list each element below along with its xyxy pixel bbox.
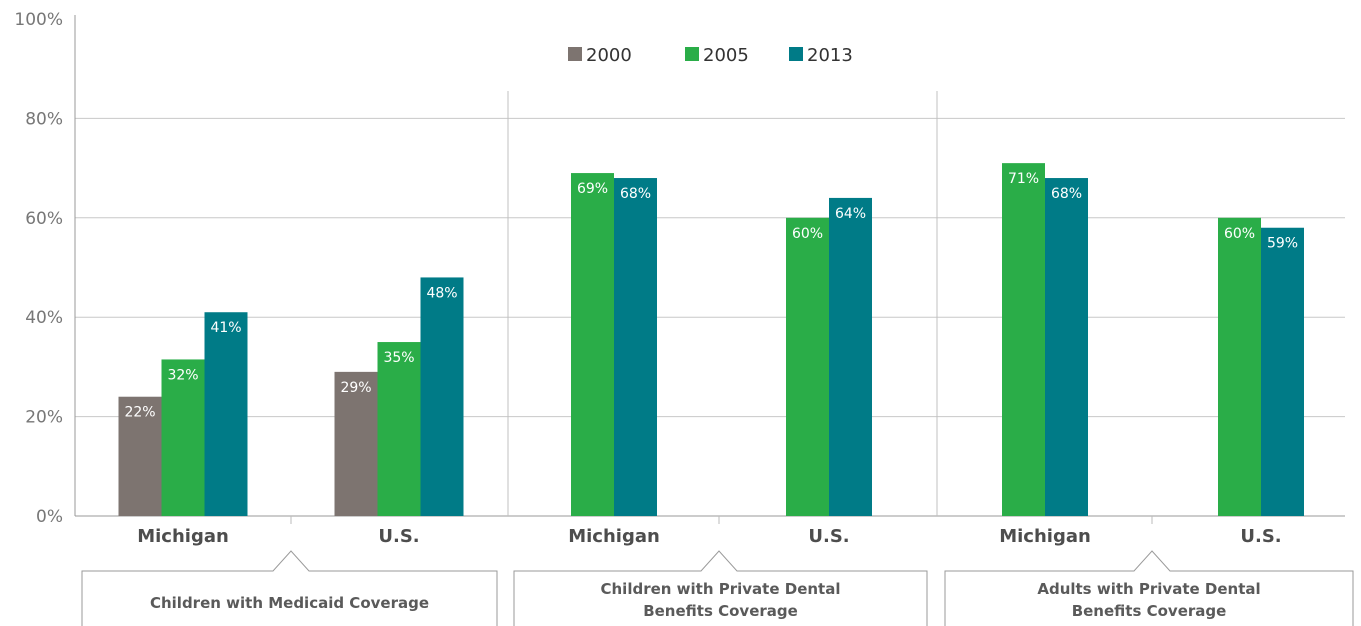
data-label: 68%	[620, 186, 651, 202]
group-label-line: Children with Private Dental	[601, 580, 841, 598]
bars	[118, 163, 1304, 517]
group-label: Children with Medicaid Coverage	[150, 594, 429, 612]
data-label: 64%	[835, 206, 866, 222]
data-label: 60%	[792, 226, 823, 242]
x-category-label: Michigan	[999, 526, 1091, 547]
bar-2005	[161, 359, 205, 516]
group-label-box	[513, 550, 928, 626]
legend-swatch-2013	[789, 47, 803, 61]
x-category-label: Michigan	[568, 526, 660, 547]
group-labels: Children with Medicaid Coverage Children …	[81, 550, 1354, 626]
group-label-box	[944, 550, 1354, 626]
group-label-line: Benefits Coverage	[643, 602, 798, 620]
x-category-label: U.S.	[808, 526, 849, 547]
y-tick-label: 80%	[25, 109, 63, 129]
bar-2013	[1261, 227, 1304, 517]
y-tick-label: 20%	[25, 408, 63, 428]
x-category-label: Michigan	[137, 526, 229, 547]
group-label-box	[81, 550, 498, 626]
legend: 2000 2005 2013	[568, 45, 853, 66]
bar-2013	[829, 197, 872, 517]
bar-2013	[614, 178, 657, 517]
bar-2005	[786, 217, 829, 517]
group-label: Adults with Private Dental Benefits Cover…	[1037, 580, 1260, 620]
y-axis-ticks: 0% 20% 40% 60% 80% 100%	[14, 10, 63, 527]
data-label: 59%	[1267, 236, 1298, 252]
legend-label: 2000	[586, 45, 632, 66]
x-axis-ticks: Michigan U.S. Michigan U.S. Michigan U.S.	[137, 526, 1281, 547]
data-label: 32%	[167, 367, 198, 383]
group-label-line: Adults with Private Dental	[1037, 580, 1260, 598]
legend-label: 2005	[703, 45, 749, 66]
bar-2005	[377, 342, 421, 516]
bar-2005	[571, 173, 614, 516]
bar-2000	[334, 371, 378, 516]
data-label: 41%	[210, 320, 241, 336]
x-category-label: U.S.	[1240, 526, 1281, 547]
legend-swatch-2005	[685, 47, 699, 61]
gridlines	[75, 117, 1345, 418]
data-label: 60%	[1224, 226, 1255, 242]
data-label: 69%	[577, 181, 608, 197]
data-labels: 22% 32% 41% 29% 35% 48% 69% 68% 60% 64% 71% 68% 60% 5…	[124, 171, 1298, 421]
data-label: 22%	[124, 405, 155, 421]
group-label: Children with Private Dental Benefits Cov…	[601, 580, 841, 620]
data-label: 29%	[340, 380, 371, 396]
legend-swatch-2000	[568, 47, 582, 61]
bar-2005	[1002, 163, 1045, 516]
y-tick-label: 60%	[25, 209, 63, 229]
bar-2013	[204, 312, 248, 516]
bar-2013	[420, 277, 464, 516]
data-label: 48%	[426, 285, 457, 301]
y-tick-label: 100%	[14, 10, 63, 30]
bar-2000	[118, 396, 162, 516]
bar-2005	[1218, 217, 1261, 517]
data-label: 68%	[1051, 186, 1082, 202]
group-label-line: Children with Medicaid Coverage	[150, 594, 429, 612]
data-label: 35%	[383, 350, 414, 366]
bar-2013	[1045, 178, 1088, 517]
y-tick-label: 40%	[25, 308, 63, 328]
legend-label: 2013	[807, 45, 853, 66]
y-tick-label: 0%	[36, 507, 63, 527]
x-category-label: U.S.	[378, 526, 419, 547]
data-label: 71%	[1008, 171, 1039, 187]
group-label-line: Benefits Coverage	[1072, 602, 1227, 620]
